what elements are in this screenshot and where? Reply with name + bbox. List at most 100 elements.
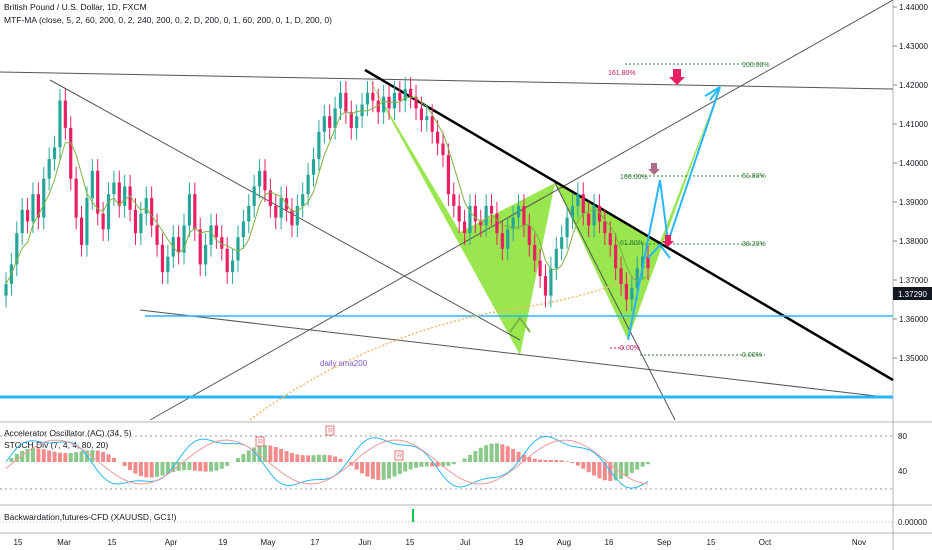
- candle-body: [376, 100, 380, 113]
- current-price-tag: [893, 287, 932, 300]
- candle-body: [166, 256, 170, 273]
- candle-body: [79, 217, 84, 245]
- sma200-annotation: daily sma200: [320, 359, 368, 368]
- candle-body: [468, 205, 472, 234]
- candle-body: [69, 127, 73, 179]
- ac-bar: [128, 462, 133, 471]
- candle-body: [150, 198, 154, 226]
- candle-body: [570, 205, 575, 218]
- ac-bar: [165, 462, 170, 474]
- price-tick-label: 1.44000: [899, 3, 928, 12]
- candle-body: [263, 170, 267, 191]
- candle-body: [230, 260, 235, 273]
- candle-body: [457, 205, 461, 222]
- time-tick-label: 19: [515, 538, 524, 547]
- time-tick-label: Aug: [557, 538, 571, 547]
- candle-body: [365, 92, 370, 105]
- candle-body: [646, 256, 650, 269]
- candle-body: [311, 159, 316, 175]
- main-trend-line: [364, 68, 894, 382]
- ac-bar: [419, 462, 424, 467]
- candle-body: [74, 178, 78, 218]
- ac-bar: [198, 462, 203, 472]
- osc-tick: 80: [898, 432, 907, 441]
- candle-body: [182, 225, 186, 253]
- ac-bar: [273, 446, 278, 462]
- ac-bar: [586, 462, 591, 473]
- time-tick-label: 19: [219, 538, 228, 547]
- candle-body: [409, 88, 413, 97]
- ac-bar: [327, 455, 332, 462]
- ac-bar: [505, 446, 510, 462]
- candle-body: [198, 229, 202, 265]
- ac-bar: [338, 458, 343, 462]
- candle-body: [484, 205, 488, 226]
- candle-body: [25, 209, 30, 222]
- signal-badge: [255, 436, 265, 447]
- fib-label-left: 61.80%: [620, 240, 644, 247]
- harmonic-pattern-1: [365, 72, 555, 355]
- ac-bar: [414, 462, 419, 468]
- stoch-d-line: [5, 439, 649, 485]
- ac-bar: [262, 445, 267, 462]
- ac-bar: [354, 462, 359, 470]
- ac-bar: [160, 462, 165, 476]
- ac-bar: [440, 462, 445, 467]
- candle-body: [527, 225, 531, 245]
- fib-label-right: 0.00%: [742, 352, 762, 359]
- pattern-leg-line: [554, 182, 676, 421]
- candle-body: [20, 209, 24, 234]
- ac-bar: [554, 459, 559, 462]
- backwardation-label: Backwardation,futures-CFD (XAUUSD, GC1!): [4, 512, 177, 522]
- ac-bar: [101, 451, 106, 462]
- candle-body: [495, 213, 499, 234]
- ac-bar: [219, 462, 224, 469]
- ac-bar: [322, 454, 327, 462]
- ac-bar: [149, 462, 154, 478]
- ac-bar: [90, 450, 95, 462]
- ac-bar: [241, 454, 246, 462]
- ac-bar: [592, 462, 597, 476]
- ac-bar: [138, 462, 143, 477]
- candle-body: [511, 217, 515, 230]
- ac-label: Accelerator Oscillator (AC) (34, 5): [4, 428, 132, 438]
- ac-bar: [581, 462, 586, 469]
- candle-body: [139, 213, 143, 234]
- candle-body: [349, 112, 353, 128]
- price-axis[interactable]: 1.44000 1.43000 1.42000 1.41000 1.40000 1.390…: [893, 3, 928, 363]
- time-tick-label: Nov: [852, 538, 866, 547]
- ac-bar: [41, 449, 46, 462]
- candle-body: [435, 131, 440, 144]
- ac-bar: [543, 459, 548, 462]
- time-tick-label: May: [260, 538, 275, 547]
- sma200-line: [249, 269, 651, 421]
- candle-body: [47, 159, 51, 179]
- candle-body: [225, 248, 229, 273]
- ac-bar: [57, 452, 62, 462]
- ac-bar: [68, 452, 73, 462]
- price-tick-label: 1.37000: [899, 276, 928, 285]
- fib-label-right: 38.20%: [742, 241, 766, 248]
- candle-body: [587, 213, 591, 226]
- candle-body: [193, 194, 197, 230]
- candle-body: [36, 194, 40, 218]
- candle-body: [398, 92, 402, 101]
- price-tick-label: 1.41000: [899, 120, 928, 129]
- pink-down-arrow-icon: [648, 163, 660, 175]
- ac-bar: [511, 448, 516, 462]
- time-axis[interactable]: 15 Mar 15 Apr 19 May 17 Jun 15 Jul 19 Aug 16 Sep 15 Oct…: [14, 538, 867, 547]
- ac-bar: [521, 454, 526, 462]
- ac-bar: [192, 462, 197, 471]
- ac-bar: [333, 456, 338, 462]
- candle-body: [42, 178, 46, 218]
- harmonic-pattern-2: [555, 87, 720, 340]
- moving-average-line: [5, 97, 649, 285]
- ac-bar: [144, 462, 149, 478]
- candle-body: [581, 194, 585, 214]
- candle-body: [63, 100, 67, 128]
- ac-bar: [494, 443, 499, 462]
- candle-body: [144, 198, 148, 214]
- candle-body: [155, 225, 159, 245]
- ac-bar: [397, 462, 402, 475]
